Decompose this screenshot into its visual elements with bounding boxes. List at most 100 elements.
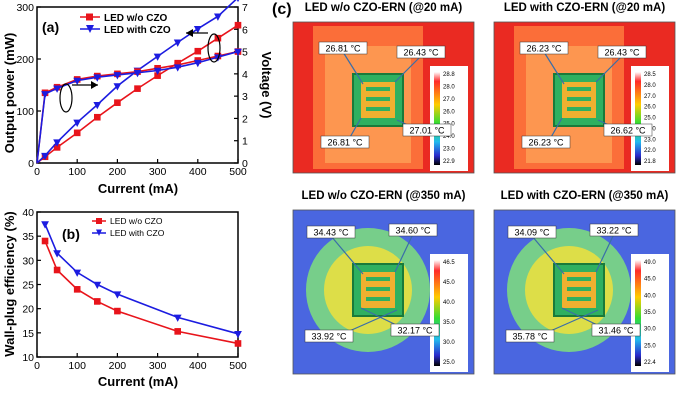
temperature-label-box	[390, 323, 440, 337]
panel-c-label: (c)	[272, 1, 292, 18]
color-scale-label: 27.0	[644, 94, 656, 100]
color-scale-label: 22.0	[644, 148, 656, 154]
plot-b-point-s1	[234, 331, 242, 339]
panel-b: 0 100 200 300 400 500 10 15 20 25 30 35 40 Wall-plug…	[2, 207, 247, 389]
plot-a-point-s1	[193, 26, 202, 34]
plot-b-xtick-label: 400	[189, 360, 207, 372]
plot-a-ytick-label: 300	[16, 2, 34, 14]
plot-b-point-s0	[114, 307, 121, 315]
plot-a-point-s1	[113, 83, 122, 91]
plot-a-point-s3	[193, 59, 202, 68]
plot-a-point-s1	[53, 139, 61, 147]
plot-a-y2tick-label: 6	[242, 24, 248, 36]
temperature-leader-line	[330, 235, 364, 275]
plot-b-point-s0	[234, 340, 242, 347]
plot-a-xtick-label: 500	[229, 166, 247, 178]
legend-b-label-1: LED w/o CZO	[110, 216, 163, 226]
plot-b-point-s1	[113, 291, 122, 299]
plot-b-point-s1	[93, 281, 102, 289]
plot-a-point-s0	[73, 129, 81, 137]
plot-a-point-s3	[93, 74, 102, 82]
left-axis-arrowhead	[186, 29, 193, 37]
plot-a-xtick-label: 200	[109, 166, 127, 178]
temperature-label-box	[521, 135, 571, 149]
color-scale-label: 23.0	[644, 137, 656, 143]
plot-b-xtick-label: 100	[68, 360, 86, 372]
color-scale-label: 45.0	[443, 280, 455, 286]
plot-b-ytick-label: 40	[22, 207, 34, 219]
color-scale-label: 22.9	[443, 159, 455, 165]
plot-a-point-s0	[194, 47, 202, 55]
led-chip-finger	[366, 287, 390, 291]
plot-a-y2tick-label: 5	[242, 47, 248, 59]
plot-b-xtick-label: 300	[149, 360, 167, 372]
temperature-label: 26.81 °C	[325, 44, 361, 54]
plot-a-point-s0	[114, 99, 121, 106]
plot-a-point-s0	[94, 113, 101, 121]
thermal-image-3: LED w/o CZO-ERN (@350 mA) 46.5 45.0 40.0 35.…	[292, 190, 475, 375]
temperature-leader-line	[342, 51, 364, 85]
temperature-label: 26.23 °C	[526, 44, 562, 54]
temperature-label-box	[304, 329, 354, 343]
temperature-label: 34.43 °C	[313, 228, 349, 238]
plot-a-point-s3	[73, 77, 82, 86]
color-scale-bar	[635, 72, 641, 165]
plot-a-series-line-3	[36, 50, 239, 164]
temperature-label: 35.78 °C	[512, 332, 548, 342]
plot-b-point-s1	[53, 250, 61, 258]
temperature-label-box	[589, 223, 639, 237]
led-chip-finger	[366, 277, 390, 281]
plot-b-ytick-label: 20	[22, 304, 34, 316]
led-chip-finger	[567, 87, 591, 91]
temperature-label-box	[505, 329, 555, 343]
plot-b-ytick-label: 25	[22, 280, 34, 292]
temperature-label-box	[320, 135, 370, 149]
plot-a-xtick-label: 300	[149, 166, 167, 178]
temperature-label: 26.81 °C	[327, 138, 363, 148]
legend-a-marker-1	[86, 13, 93, 21]
plot-a-point-s3	[173, 64, 182, 72]
plot-a-point-s1	[236, 0, 240, 3]
led-chip-finger	[366, 297, 390, 301]
plot-a-point-s3	[41, 91, 49, 99]
plot-b-point-s1	[173, 314, 182, 322]
plot-b-ytick-label: 10	[22, 352, 34, 364]
temperature-leader-line	[394, 55, 422, 83]
plot-b-point-s1	[73, 269, 82, 277]
panel-b-label: (b)	[62, 226, 80, 242]
plot-a-point-s1	[73, 119, 82, 127]
legend-b-marker-2	[96, 229, 102, 236]
temperature-label-box	[597, 45, 647, 59]
temperature-label: 32.17 °C	[397, 326, 433, 336]
temperature-label: 27.01 °C	[409, 126, 445, 136]
thermal-image-1: LED w/o CZO-ERN (@20 mA) 28.8 28.0 27.0 26.0…	[292, 2, 475, 174]
color-scale-label: 25.0	[443, 360, 455, 366]
color-scale-label: 26.0	[644, 105, 656, 111]
temperature-label: 26.62 °C	[610, 126, 646, 136]
color-scale-bar	[635, 260, 641, 366]
plot-a-point-s3	[234, 48, 242, 57]
temperature-leader-line	[394, 233, 414, 273]
plot-a-point-s1	[93, 101, 102, 110]
temperature-label-box	[318, 41, 368, 55]
thermal-title: LED with CZO-ERN (@20 mA)	[504, 2, 666, 14]
plot-a-point-s1	[173, 39, 182, 47]
temperature-label: 26.43 °C	[604, 48, 640, 58]
led-chip-finger	[567, 297, 591, 301]
legend-b-marker-1	[96, 218, 102, 224]
plot-a-y2tick-label: 0	[242, 158, 248, 170]
panel-c: (c) LED w/o CZO-ERN (@20 mA) 28.8 28.0 27.0…	[272, 1, 676, 375]
plot-a-point-s0	[154, 72, 161, 79]
plot-a-point-s1	[214, 13, 222, 21]
temperature-label-box	[396, 45, 446, 59]
plot-a-point-s3	[53, 85, 61, 93]
plot-a-point-s1	[41, 152, 49, 161]
plot-a-y2tick-label: 1	[242, 136, 248, 148]
temperature-leader-line	[543, 51, 565, 85]
plot-a-point-s3	[113, 72, 122, 80]
plot-a-ylabel: Output power (mW)	[2, 33, 17, 154]
color-scale-label: 45.0	[644, 277, 656, 283]
color-scale-label: 25.0	[644, 116, 656, 122]
color-scale-label: 40.0	[644, 293, 656, 299]
